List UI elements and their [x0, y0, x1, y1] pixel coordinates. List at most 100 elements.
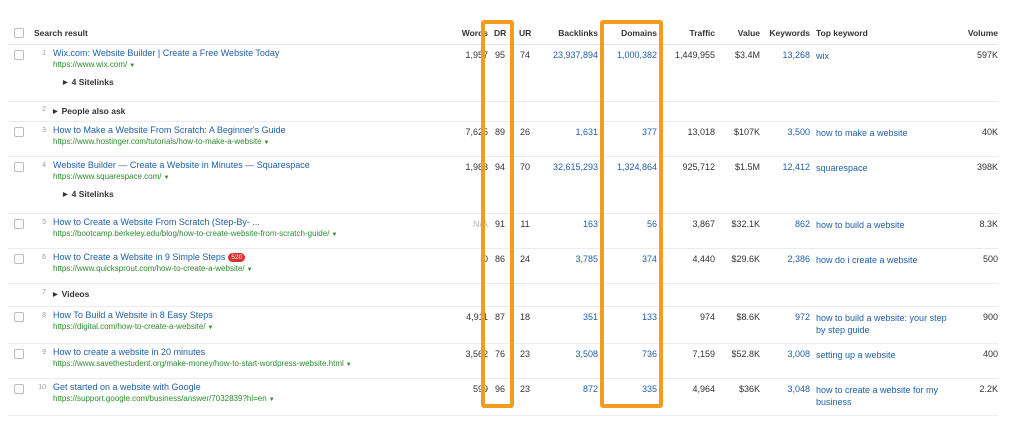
dr-value: 95 — [494, 50, 505, 60]
sitelinks-toggle[interactable]: ▶ 4 Sitelinks — [63, 77, 114, 87]
backlinks-link[interactable]: 3,785 — [575, 254, 598, 264]
result-url[interactable]: https://www.savethestudent.org/make-mone… — [53, 359, 352, 368]
keywords-link[interactable]: 3,500 — [787, 127, 810, 137]
result-url-text[interactable]: https://www.squarespace.com/ — [53, 172, 162, 181]
result-url-text[interactable]: https://bootcamp.berkeley.edu/blog/how-t… — [53, 229, 330, 238]
keywords-link[interactable]: 862 — [794, 219, 810, 229]
col-search-result[interactable]: Search result — [34, 28, 88, 38]
result-title-link[interactable]: How to Create a Website From Scratch (St… — [53, 217, 260, 227]
domains-link[interactable]: 374 — [641, 254, 657, 264]
caret-down-icon[interactable]: ▼ — [268, 397, 275, 403]
select-all-checkbox[interactable] — [14, 28, 24, 38]
top-keyword-link[interactable]: squarespace — [816, 163, 868, 173]
result-url-text[interactable]: https://www.quicksprout.com/how-to-creat… — [53, 264, 245, 273]
top-keyword-link[interactable]: wix — [816, 51, 829, 61]
result-url-text[interactable]: https://digital.com/how-to-create-a-webs… — [53, 322, 206, 331]
result-url-text[interactable]: https://www.savethestudent.org/make-mone… — [53, 359, 344, 368]
caret-down-icon[interactable]: ▼ — [129, 63, 136, 69]
col-dr[interactable]: DR — [494, 28, 507, 38]
caret-down-icon[interactable]: ▼ — [263, 140, 270, 146]
row-checkbox[interactable] — [14, 312, 24, 322]
result-url-text[interactable]: https://support.google.com/business/answ… — [53, 394, 267, 403]
backlinks-link[interactable]: 3,508 — [575, 349, 598, 359]
top-keyword-link[interactable]: how to build a website — [816, 220, 905, 230]
feature-label: Videos — [61, 289, 90, 299]
caret-down-icon[interactable]: ▼ — [163, 175, 170, 181]
top-keyword-link[interactable]: how to create a website for my business — [816, 385, 939, 407]
keywords-link[interactable]: 3,008 — [787, 349, 810, 359]
feature-toggle[interactable]: ▶ People also ask — [53, 106, 125, 116]
result-url[interactable]: https://support.google.com/business/answ… — [53, 394, 275, 403]
domains-link[interactable]: 335 — [641, 384, 657, 394]
top-keyword-link[interactable]: how to build a website: your step by ste… — [816, 313, 947, 335]
result-title-link[interactable]: How to Create a Website in 9 Simple Step… — [53, 252, 226, 262]
col-ur[interactable]: UR — [519, 28, 532, 38]
backlinks-link[interactable]: 32,615,293 — [552, 162, 598, 172]
result-url[interactable]: https://www.squarespace.com/▼ — [53, 172, 169, 181]
domains-link[interactable]: 133 — [641, 312, 657, 322]
result-title-link[interactable]: Wix.com: Website Builder | Create a Free… — [53, 48, 280, 58]
sitelinks-label: 4 Sitelinks — [71, 189, 114, 199]
keywords-link[interactable]: 2,386 — [787, 254, 810, 264]
words-value: 0 — [482, 254, 488, 264]
result-title-link[interactable]: Website Builder — Create a Website in Mi… — [53, 160, 310, 170]
col-value[interactable]: Value — [737, 28, 760, 38]
result-url[interactable]: https://www.wix.com/▼ — [53, 60, 135, 69]
row-checkbox[interactable] — [14, 254, 24, 264]
backlinks-link[interactable]: 872 — [582, 384, 598, 394]
row-checkbox[interactable] — [14, 349, 24, 359]
row-checkbox[interactable] — [14, 50, 24, 60]
top-keyword-link[interactable]: how do i create a website — [816, 255, 918, 265]
traffic-value: 925,712 — [682, 162, 715, 172]
caret-down-icon[interactable]: ▼ — [331, 232, 338, 238]
row-checkbox[interactable] — [14, 162, 24, 172]
keywords-link[interactable]: 13,268 — [782, 50, 810, 60]
backlinks-link[interactable]: 163 — [582, 219, 598, 229]
row-checkbox[interactable] — [14, 384, 24, 394]
table-row: 2 ▶ People also ask — [8, 101, 998, 122]
top-keyword-link[interactable]: how to make a website — [816, 128, 908, 138]
ur-value: 26 — [519, 127, 530, 137]
keywords-link[interactable]: 3,048 — [787, 384, 810, 394]
row-checkbox[interactable] — [14, 219, 24, 229]
result-url[interactable]: https://bootcamp.berkeley.edu/blog/how-t… — [53, 229, 337, 238]
row-checkbox[interactable] — [14, 127, 24, 137]
keywords-link[interactable]: 972 — [794, 312, 810, 322]
caret-down-icon[interactable]: ▼ — [207, 325, 214, 331]
result-title-link[interactable]: How to Make a Website From Scratch: A Be… — [53, 125, 286, 135]
result-url[interactable]: https://www.hostinger.com/tutorials/how-… — [53, 137, 269, 146]
result-url-text[interactable]: https://www.wix.com/ — [53, 60, 128, 69]
keywords-link[interactable]: 12,412 — [782, 162, 810, 172]
domains-link[interactable]: 1,324,864 — [616, 162, 657, 172]
result-url-text[interactable]: https://www.hostinger.com/tutorials/how-… — [53, 137, 262, 146]
changes-badge: 520 — [228, 253, 246, 262]
result-url[interactable]: https://www.quicksprout.com/how-to-creat… — [53, 264, 253, 273]
volume-value: 398K — [976, 162, 998, 172]
col-keywords[interactable]: Keywords — [769, 28, 810, 38]
backlinks-link[interactable]: 351 — [582, 312, 598, 322]
row-position: 7 — [42, 289, 46, 296]
caret-down-icon[interactable]: ▼ — [345, 362, 352, 368]
table-row: 1 Wix.com: Website Builder | Create a Fr… — [8, 45, 998, 102]
col-backlinks[interactable]: Backlinks — [558, 28, 598, 38]
domains-link[interactable]: 377 — [641, 127, 657, 137]
result-title-link[interactable]: How To Build a Website in 8 Easy Steps — [53, 310, 213, 320]
domains-link[interactable]: 736 — [641, 349, 657, 359]
sitelinks-toggle[interactable]: ▶ 4 Sitelinks — [63, 189, 114, 199]
backlinks-link[interactable]: 23,937,894 — [552, 50, 598, 60]
feature-toggle[interactable]: ▶ Videos — [53, 289, 89, 299]
domains-link[interactable]: 56 — [646, 219, 657, 229]
caret-down-icon[interactable]: ▼ — [246, 267, 253, 273]
result-url[interactable]: https://digital.com/how-to-create-a-webs… — [53, 322, 213, 331]
col-volume[interactable]: Volume — [967, 28, 998, 38]
result-title-link[interactable]: Get started on a website with Google — [53, 382, 201, 392]
col-traffic[interactable]: Traffic — [689, 28, 715, 38]
col-domains[interactable]: Domains — [621, 28, 657, 38]
value-value: $8.6K — [736, 312, 760, 322]
domains-link[interactable]: 1,000,382 — [616, 50, 657, 60]
top-keyword-link[interactable]: setting up a website — [816, 350, 896, 360]
col-top-keyword[interactable]: Top keyword — [816, 28, 868, 38]
col-words[interactable]: Words — [461, 28, 488, 38]
result-title-link[interactable]: How to create a website in 20 minutes — [53, 347, 206, 357]
backlinks-link[interactable]: 1,631 — [575, 127, 598, 137]
